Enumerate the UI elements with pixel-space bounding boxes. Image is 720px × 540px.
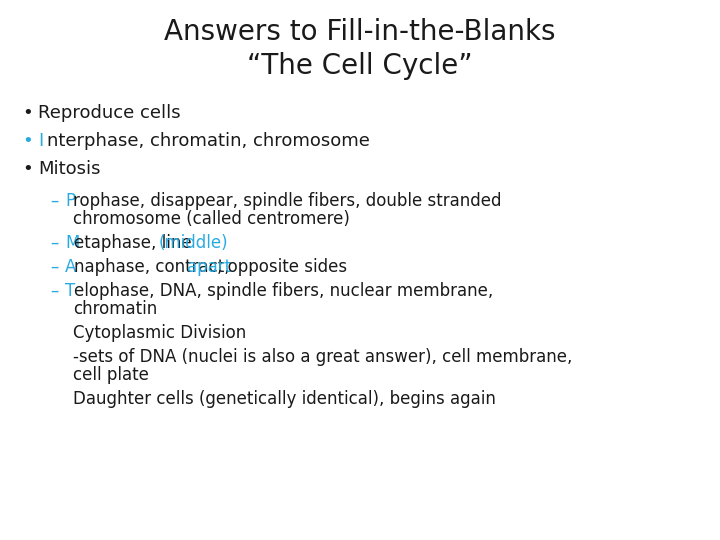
Text: –: – bbox=[50, 258, 58, 276]
Text: cell plate: cell plate bbox=[73, 366, 149, 384]
Text: , opposite sides: , opposite sides bbox=[217, 258, 347, 276]
Text: •: • bbox=[22, 160, 32, 178]
Text: etaphase, line: etaphase, line bbox=[74, 234, 197, 252]
Text: naphase, contract,: naphase, contract, bbox=[74, 258, 235, 276]
Text: –: – bbox=[50, 282, 58, 300]
Text: I: I bbox=[38, 132, 43, 150]
Text: apart: apart bbox=[187, 258, 231, 276]
Text: Reproduce cells: Reproduce cells bbox=[38, 104, 181, 122]
Text: •: • bbox=[22, 132, 32, 150]
Text: elophase, DNA, spindle fibers, nuclear membrane,: elophase, DNA, spindle fibers, nuclear m… bbox=[74, 282, 493, 300]
Text: -sets of DNA (nuclei is also a great answer), cell membrane,: -sets of DNA (nuclei is also a great ans… bbox=[73, 348, 572, 366]
Text: –: – bbox=[50, 234, 58, 252]
Text: M: M bbox=[65, 234, 79, 252]
Text: Mitosis: Mitosis bbox=[38, 160, 101, 178]
Text: –: – bbox=[50, 192, 58, 210]
Text: chromatin: chromatin bbox=[73, 300, 157, 318]
Text: nterphase, chromatin, chromosome: nterphase, chromatin, chromosome bbox=[47, 132, 370, 150]
Text: “The Cell Cycle”: “The Cell Cycle” bbox=[247, 52, 473, 80]
Text: rophase, disappear, spindle fibers, double stranded: rophase, disappear, spindle fibers, doub… bbox=[73, 192, 502, 210]
Text: T: T bbox=[65, 282, 76, 300]
Text: chromosome (called centromere): chromosome (called centromere) bbox=[73, 210, 350, 228]
Text: •: • bbox=[22, 104, 32, 122]
Text: P: P bbox=[65, 192, 75, 210]
Text: (middle): (middle) bbox=[159, 234, 229, 252]
Text: Daughter cells (genetically identical), begins again: Daughter cells (genetically identical), … bbox=[73, 390, 496, 408]
Text: A: A bbox=[65, 258, 76, 276]
Text: Cytoplasmic Division: Cytoplasmic Division bbox=[73, 324, 246, 342]
Text: Answers to Fill-in-the-Blanks: Answers to Fill-in-the-Blanks bbox=[164, 18, 556, 46]
